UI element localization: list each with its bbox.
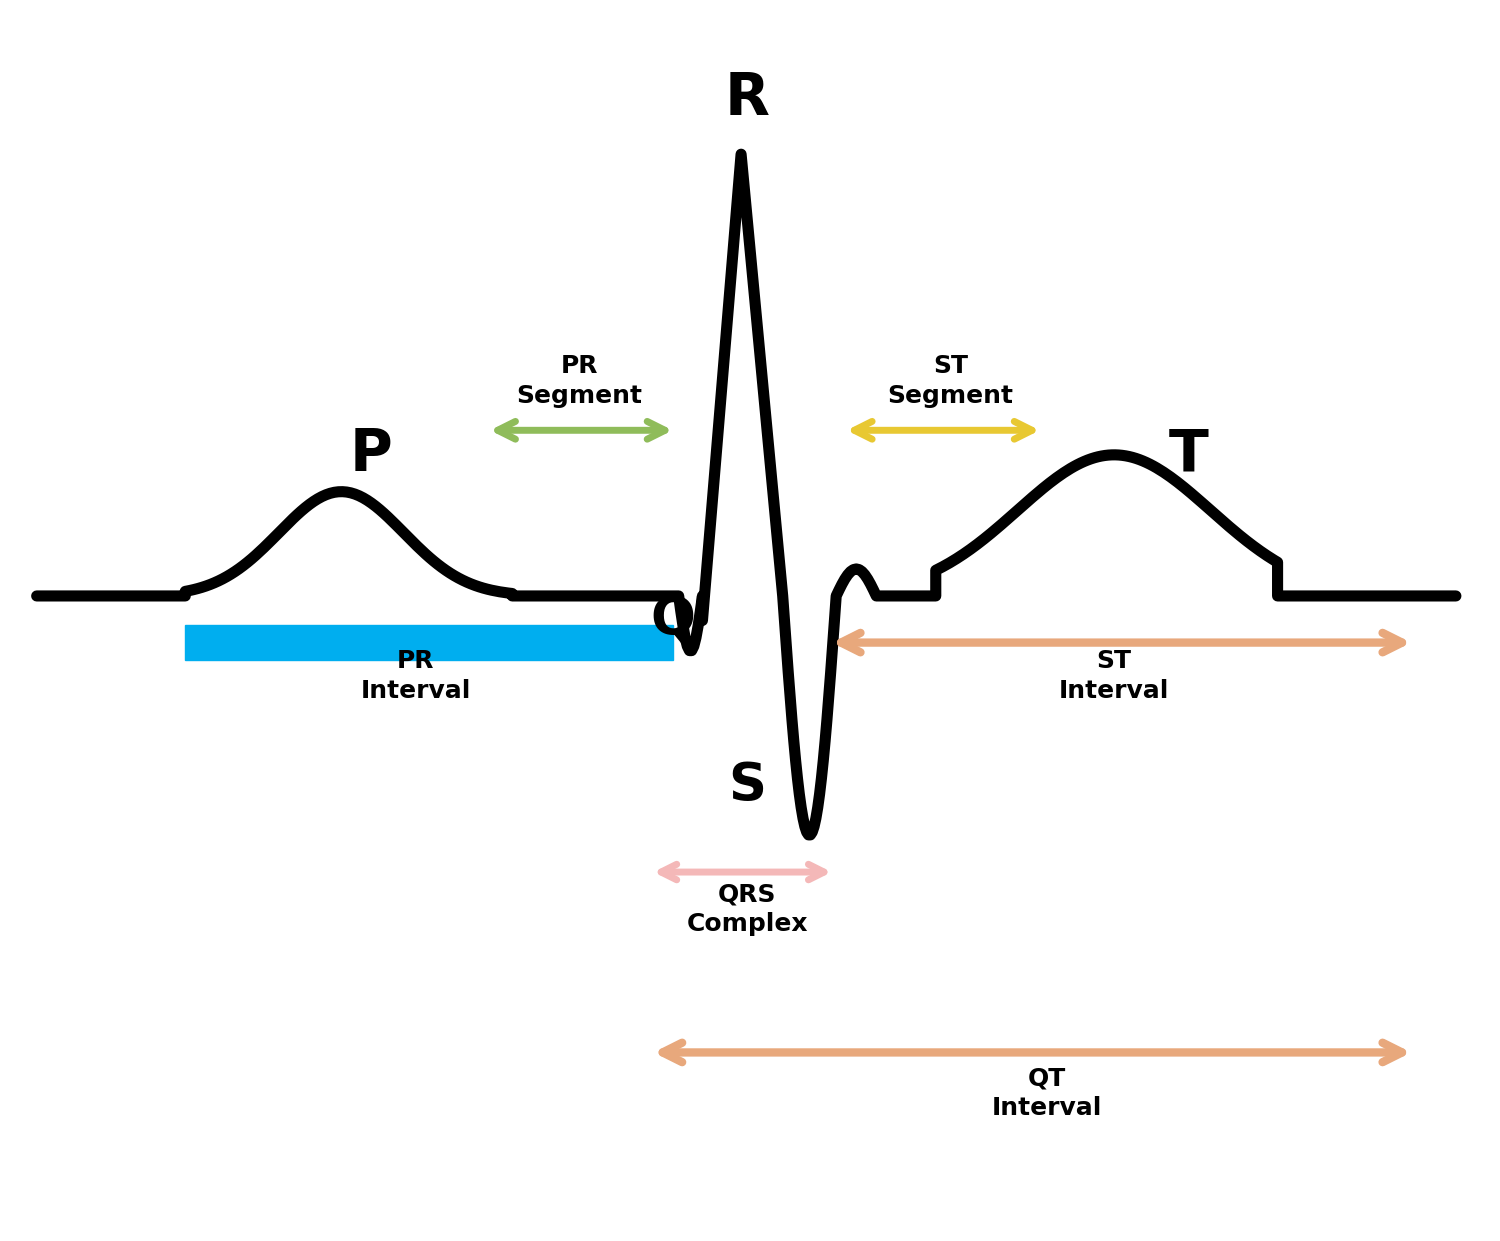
Text: P: P <box>350 427 393 483</box>
Text: PR
Interval: PR Interval <box>360 649 471 702</box>
Bar <box>186 625 672 660</box>
Text: QRS
Complex: QRS Complex <box>687 882 808 936</box>
Text: Q: Q <box>651 594 694 647</box>
Text: PR
Segment: PR Segment <box>516 355 642 408</box>
Text: R: R <box>724 71 770 128</box>
Text: ST
Segment: ST Segment <box>888 355 1014 408</box>
Text: QT
Interval: QT Interval <box>992 1066 1102 1119</box>
Text: ST
Interval: ST Interval <box>1059 649 1170 702</box>
Text: S: S <box>728 761 766 812</box>
Text: T: T <box>1168 427 1209 483</box>
